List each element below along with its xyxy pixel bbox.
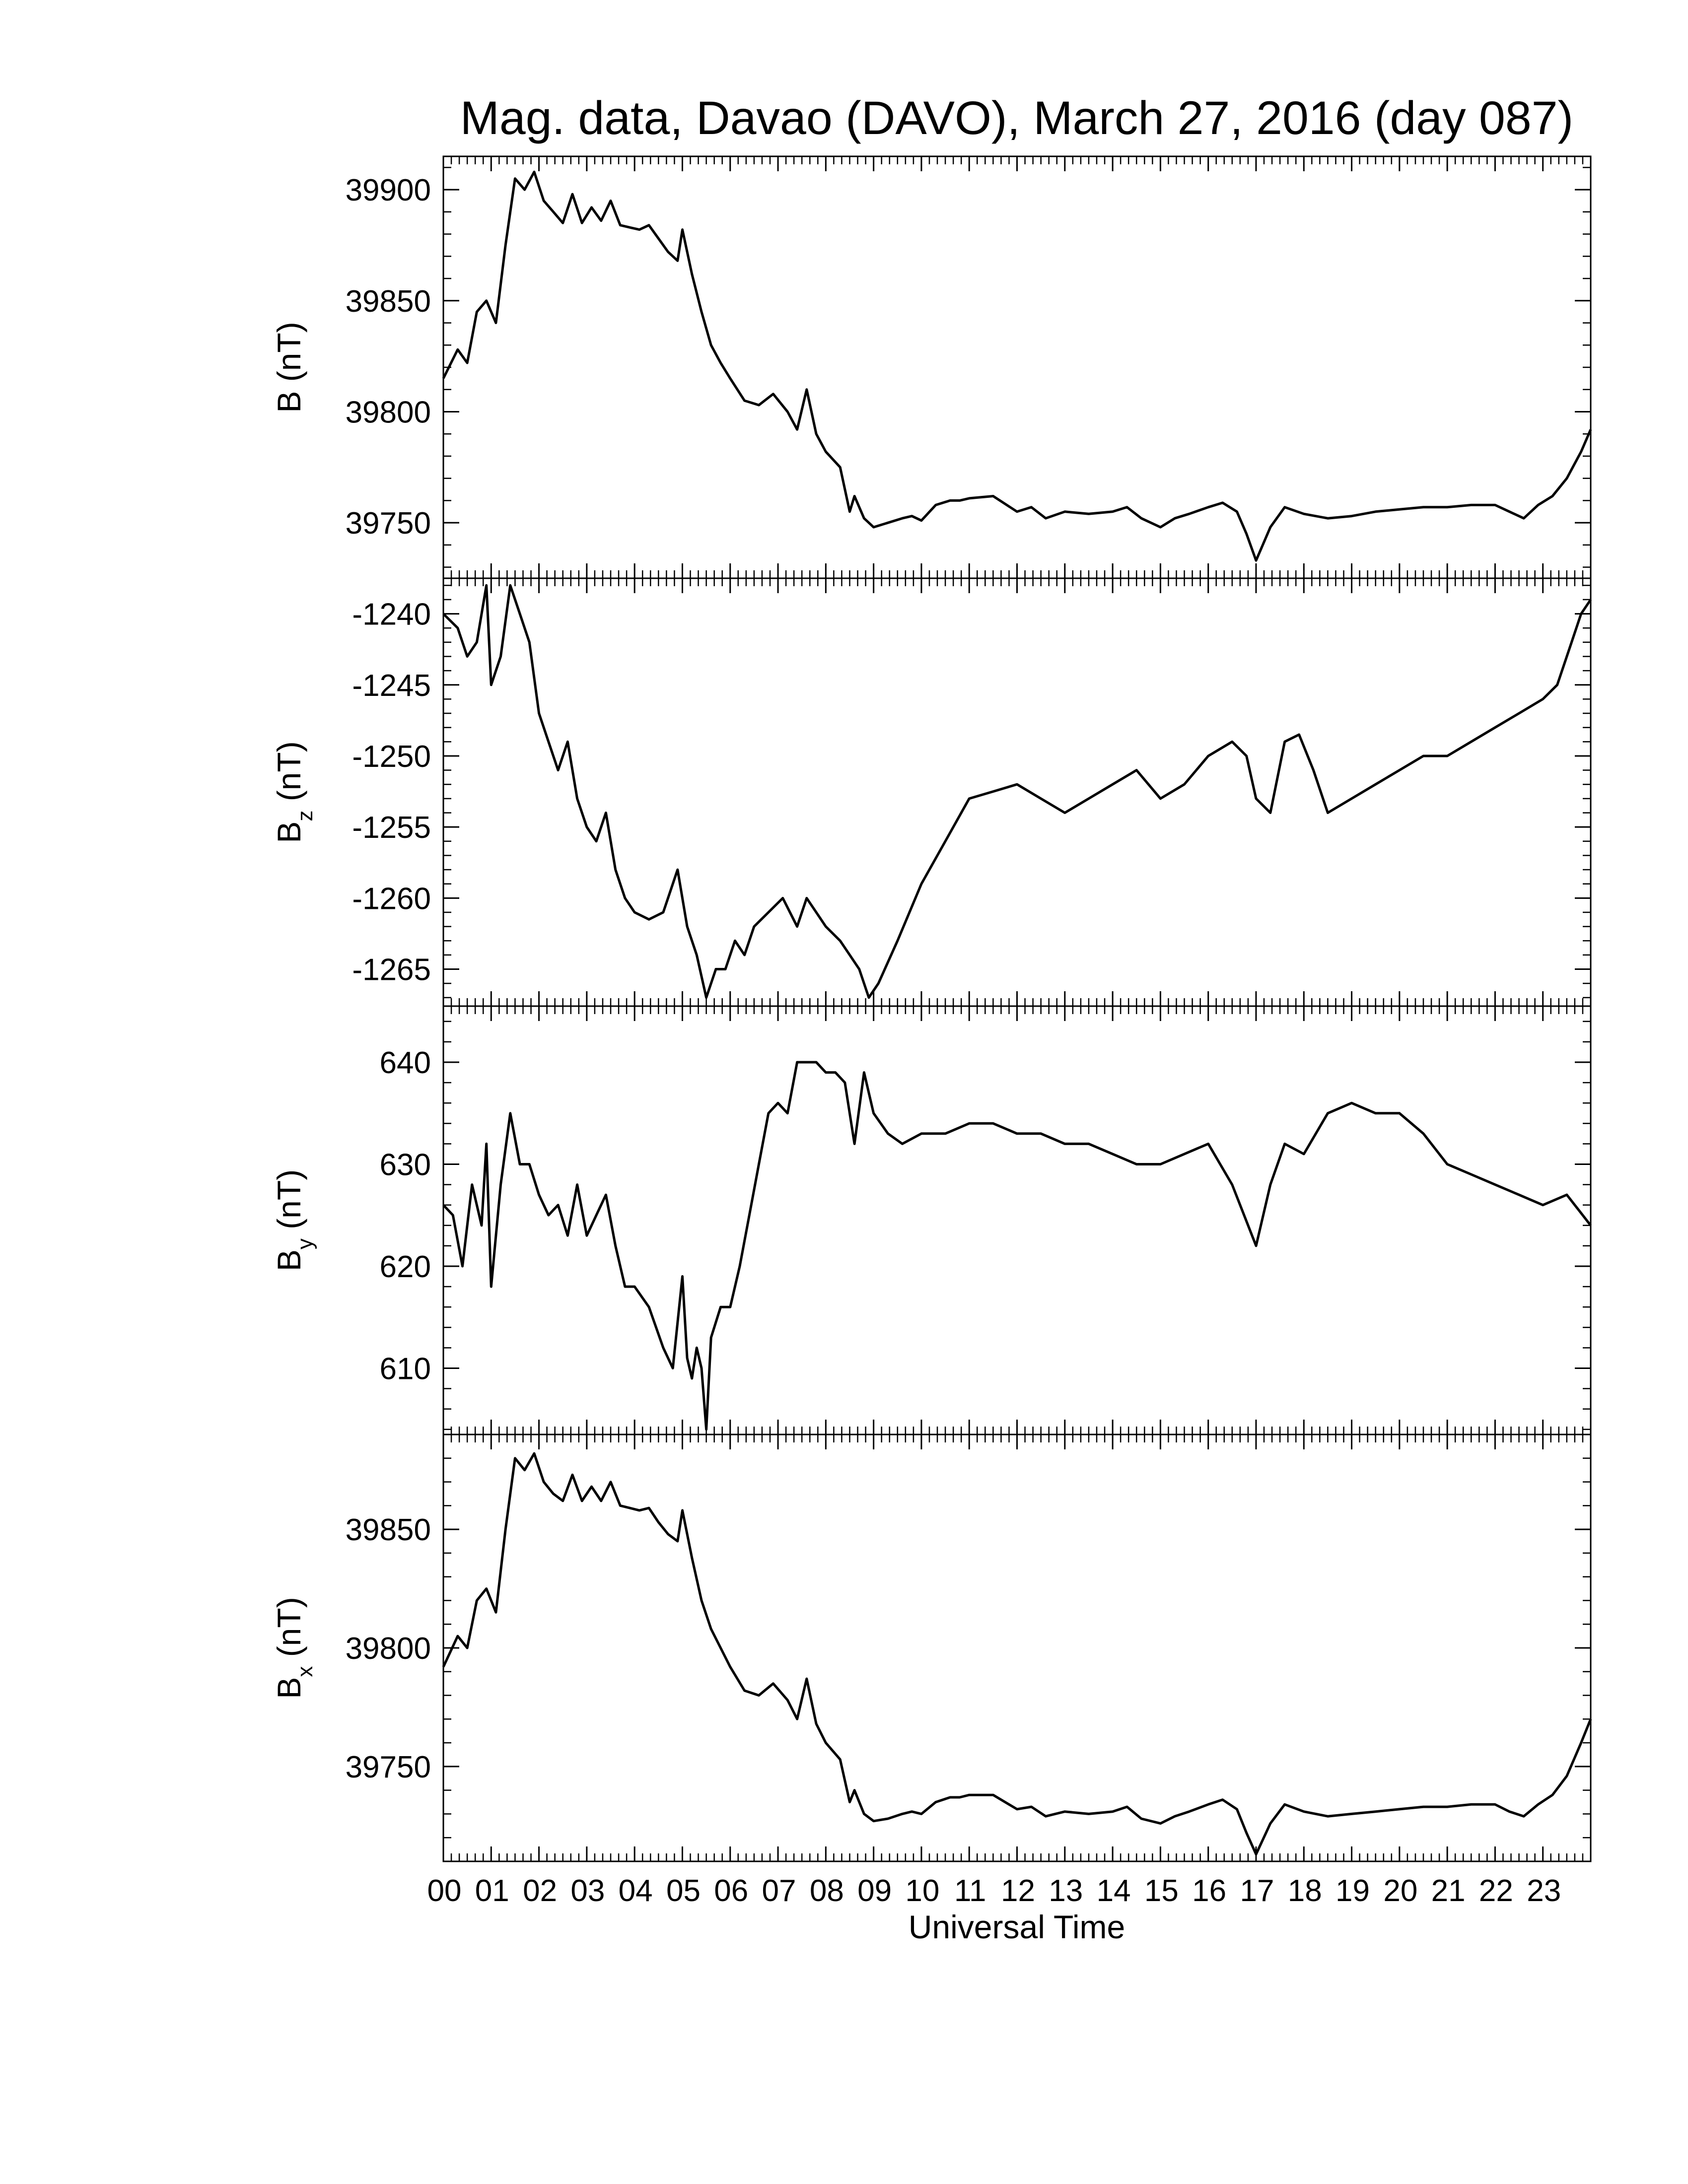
x-tick-label: 20 <box>1383 1874 1417 1908</box>
y-tick-label: 39800 <box>346 1632 431 1666</box>
x-tick-label: 14 <box>1097 1874 1131 1908</box>
y-axis-label-unit: (nT) <box>271 1597 307 1666</box>
x-tick-label: 15 <box>1144 1874 1179 1908</box>
x-tick-label: 02 <box>523 1874 557 1908</box>
x-tick-label: 21 <box>1431 1874 1466 1908</box>
y-tick-label: 620 <box>380 1250 431 1284</box>
y-tick-label: 39850 <box>346 284 431 319</box>
y-axis-label: Bx (nT) <box>271 1597 317 1699</box>
y-tick-label: 39750 <box>346 1750 431 1784</box>
y-axis-label-unit: (nT) <box>271 741 307 810</box>
x-tick-label: 05 <box>666 1874 701 1908</box>
panel-b-y: 610 620 630 640 By (nT) <box>271 1005 1592 1435</box>
y-tick-label: 39750 <box>346 506 431 541</box>
y-tick-label: -1260 <box>352 882 431 916</box>
y-tick-label: 630 <box>380 1148 431 1182</box>
data-line-b-x <box>442 1452 1592 1856</box>
y-tick-label: -1240 <box>352 598 431 632</box>
data-line-b-y <box>442 1061 1592 1431</box>
y-axis-label-main: B <box>271 821 307 843</box>
y-tick-label: 39800 <box>346 395 431 429</box>
x-tick-label: 03 <box>570 1874 605 1908</box>
x-tick-label: 17 <box>1240 1874 1274 1908</box>
x-tick-label: 12 <box>1001 1874 1035 1908</box>
y-tick-label: 640 <box>380 1046 431 1080</box>
panel-b-x: 39750 39800 39850 Bx (nT) <box>271 1433 1592 1862</box>
data-line-b-z <box>442 584 1592 999</box>
y-axis-label-main: B <box>271 1677 307 1699</box>
x-tick-label: 19 <box>1336 1874 1370 1908</box>
x-axis-label: Universal Time <box>909 1909 1125 1945</box>
figure-title: Mag. data, Davao (DAVO), March 27, 2016 … <box>460 92 1573 144</box>
x-tick-label: 06 <box>714 1874 748 1908</box>
y-tick-label: 610 <box>380 1352 431 1386</box>
x-tick-label: 22 <box>1479 1874 1513 1908</box>
y-axis-label: Bz (nT) <box>271 741 317 843</box>
x-tick-label: 08 <box>810 1874 844 1908</box>
x-tick-label: 10 <box>905 1874 939 1908</box>
y-axis-label-sub: x <box>293 1666 317 1677</box>
x-axis-tick-labels: 00 01 02 03 04 05 06 07 08 09 10 11 12 13 14 15 16 17 18 19… <box>427 1874 1561 1908</box>
x-tick-label: 07 <box>762 1874 796 1908</box>
x-tick-label: 16 <box>1192 1874 1226 1908</box>
panels: 39750 39800 39850 39900 B (nT) -1240 -1245 -125… <box>271 155 1592 1862</box>
y-axis-label-main: B <box>271 1249 307 1271</box>
panel-b-z: -1240 -1245 -1250 -1255 -1260 -1265 Bz (nT) <box>271 577 1592 1007</box>
plot-frame <box>442 1433 1592 1862</box>
data-line-b-total <box>442 170 1592 562</box>
x-tick-label: 09 <box>857 1874 892 1908</box>
y-axis-label-unit: (nT) <box>271 322 307 391</box>
y-tick-label: -1250 <box>352 740 431 774</box>
x-tick-label: 11 <box>954 1874 986 1908</box>
x-tick-label: 23 <box>1527 1874 1561 1908</box>
y-axis-label: B (nT) <box>271 322 307 412</box>
y-tick-label: -1265 <box>352 953 431 987</box>
y-tick-label: 39900 <box>346 173 431 207</box>
plot-frame <box>442 155 1592 579</box>
y-axis-label-unit: (nT) <box>271 1169 307 1238</box>
x-tick-label: 00 <box>427 1874 462 1908</box>
y-axis-label-sub: y <box>293 1238 317 1249</box>
plot-frame <box>442 577 1592 1007</box>
y-tick-label: 39850 <box>346 1513 431 1547</box>
x-tick-label: 01 <box>475 1874 509 1908</box>
y-axis-label-sub: z <box>293 811 317 821</box>
y-tick-label: -1245 <box>352 669 431 703</box>
plot-frame <box>442 1005 1592 1435</box>
x-tick-label: 13 <box>1049 1874 1083 1908</box>
x-tick-label: 18 <box>1288 1874 1322 1908</box>
y-axis-label: By (nT) <box>271 1169 317 1271</box>
y-tick-label: -1255 <box>352 811 431 845</box>
panel-b-total: 39750 39800 39850 39900 B (nT) <box>271 155 1592 579</box>
y-axis-label-main: B <box>271 391 307 413</box>
x-tick-label: 04 <box>619 1874 653 1908</box>
